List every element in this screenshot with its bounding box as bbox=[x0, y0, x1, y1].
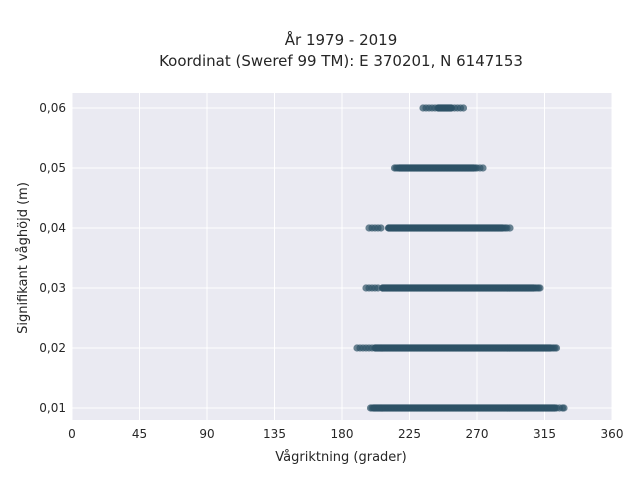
series-row bbox=[419, 104, 468, 112]
data-point bbox=[552, 344, 561, 352]
x-tick-label: 360 bbox=[601, 427, 624, 441]
x-tick-label: 225 bbox=[398, 427, 421, 441]
data-point bbox=[479, 164, 487, 172]
data-point bbox=[506, 224, 514, 232]
data-point bbox=[431, 104, 439, 112]
series-row bbox=[353, 344, 561, 352]
series-row bbox=[366, 404, 568, 412]
x-tick-label: 270 bbox=[466, 427, 489, 441]
points-layer bbox=[353, 104, 568, 412]
data-point bbox=[368, 344, 376, 352]
y-axis-label: Signifikant våghöjd (m) bbox=[16, 182, 31, 334]
x-tick-label: 180 bbox=[331, 427, 354, 441]
data-point bbox=[536, 284, 544, 292]
data-point bbox=[459, 104, 468, 112]
y-tick-label: 0,04 bbox=[39, 221, 66, 235]
data-point bbox=[368, 404, 376, 412]
x-tick-label: 135 bbox=[263, 427, 286, 441]
chart-title-line2: Koordinat (Sweref 99 TM): E 370201, N 61… bbox=[159, 52, 523, 70]
x-tick-label: 90 bbox=[199, 427, 214, 441]
x-tick-label: 0 bbox=[68, 427, 76, 441]
x-axis-label: Vågriktning (grader) bbox=[275, 450, 406, 465]
data-point bbox=[560, 404, 568, 412]
x-tick-label: 315 bbox=[533, 427, 556, 441]
y-tick-label: 0,02 bbox=[39, 341, 66, 355]
data-point bbox=[377, 224, 385, 232]
series-row bbox=[365, 224, 514, 232]
y-tick-label: 0,03 bbox=[39, 281, 66, 295]
y-tick-label: 0,05 bbox=[39, 161, 66, 175]
series-row bbox=[362, 284, 544, 292]
y-tick-label: 0,06 bbox=[39, 101, 66, 115]
series-row bbox=[390, 164, 487, 172]
data-point bbox=[374, 284, 382, 292]
x-tick-label: 45 bbox=[132, 427, 147, 441]
ticks-layer: 0 45 90 135 180 225 270 315 360 0,01 0,02 0,03 0,04 0… bbox=[39, 101, 623, 441]
y-tick-label: 0,01 bbox=[39, 401, 66, 415]
data-point bbox=[393, 164, 402, 172]
chart-title-line1: År 1979 - 2019 bbox=[285, 30, 398, 49]
